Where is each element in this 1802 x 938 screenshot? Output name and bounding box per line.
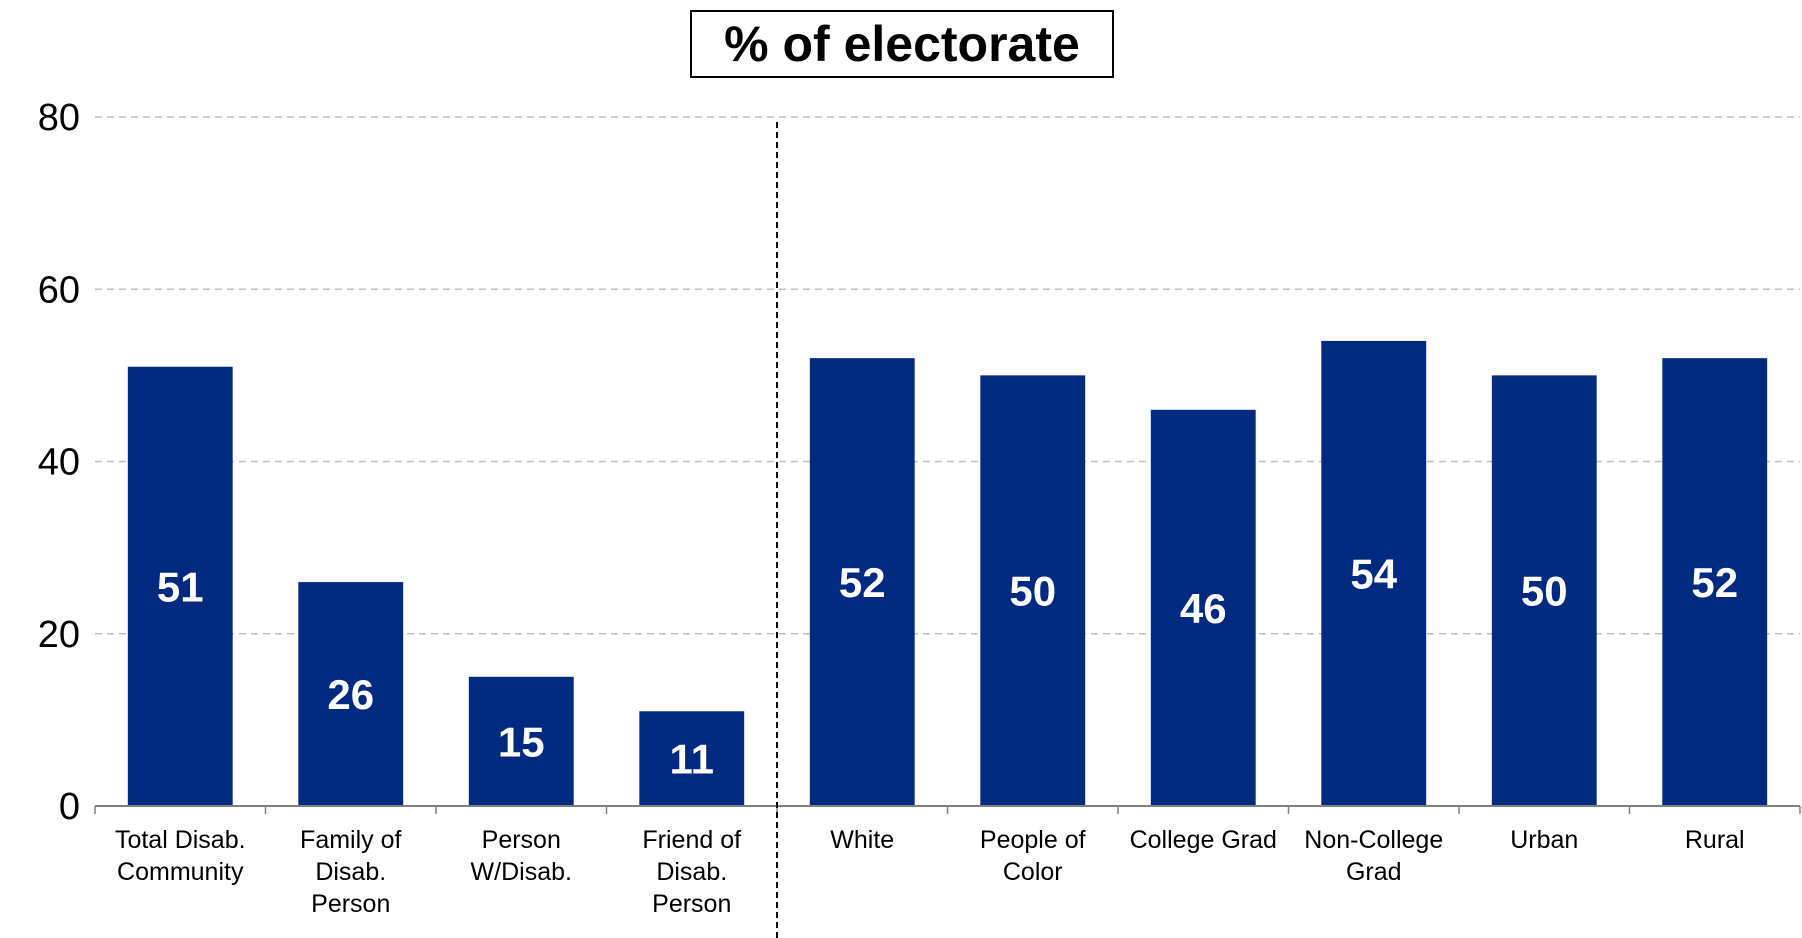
x-tick-label: Person W/Disab.: [471, 826, 572, 886]
x-tick-label: People of Color: [980, 826, 1086, 886]
bar: [1662, 358, 1768, 806]
x-tick-label: Family of Disab. Person: [300, 826, 401, 918]
bar: [980, 375, 1086, 806]
bar: [468, 676, 574, 806]
data-label: 50: [1521, 568, 1568, 615]
bar: [298, 582, 404, 806]
x-tick-label: Total Disab. Community: [115, 826, 246, 886]
data-label: 54: [1350, 550, 1397, 597]
data-label: 46: [1180, 585, 1227, 632]
bar: [1321, 340, 1427, 806]
labels: 51 Total Disab. Community 26 Family of Disab.…: [115, 550, 1745, 918]
data-label: 51: [157, 563, 204, 610]
data-label: 11: [670, 736, 714, 783]
data-label: 15: [498, 718, 545, 765]
y-tick-label-20: 20: [38, 614, 80, 656]
y-tick-label-40: 40: [38, 442, 80, 484]
y-tick-label-80: 80: [38, 97, 80, 139]
bar: [1491, 375, 1597, 806]
x-tick-label: Friend of Disab. Person: [642, 826, 741, 918]
data-label: 52: [1691, 559, 1738, 606]
bar: [127, 366, 233, 806]
bar: [1150, 409, 1256, 806]
x-tick-label: White: [830, 826, 894, 854]
bar: [809, 358, 915, 806]
x-tick-label: Rural: [1685, 826, 1745, 854]
chart-title: % of electorate: [690, 10, 1114, 78]
data-label: 50: [1009, 568, 1056, 615]
x-tick-label: College Grad: [1130, 826, 1277, 854]
data-label: 26: [327, 671, 374, 718]
y-tick-label-60: 60: [38, 269, 80, 311]
bar: [639, 711, 745, 806]
axes: 0 20 40 60 80: [38, 97, 1801, 938]
data-label: 52: [839, 559, 886, 606]
bars: [127, 340, 1768, 806]
x-tick-label: Urban: [1510, 826, 1578, 854]
x-tick-label: Non-College Grad: [1304, 826, 1443, 886]
y-tick-label-0: 0: [59, 786, 80, 828]
